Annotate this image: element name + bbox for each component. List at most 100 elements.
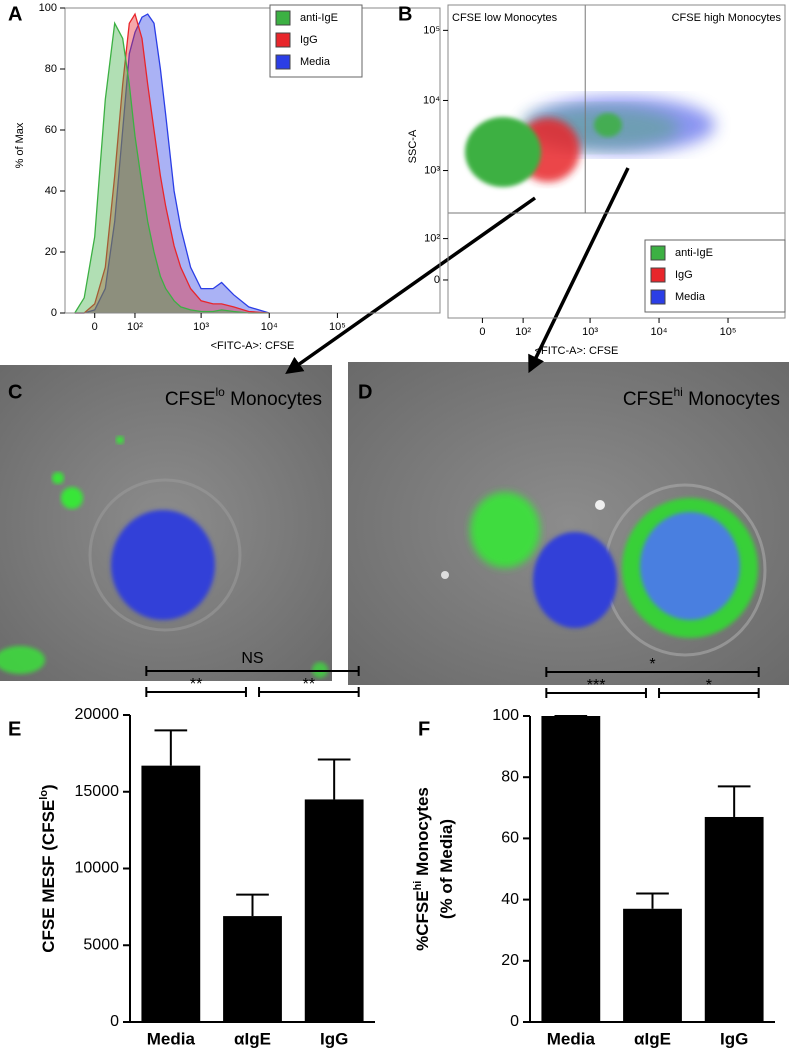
legend-swatch xyxy=(275,54,291,70)
green-particle xyxy=(61,487,83,509)
y-axis-label: % of Max xyxy=(14,122,26,168)
y-axis-label: (% of Media) xyxy=(437,819,456,919)
y-tick-label: 10⁴ xyxy=(423,94,440,106)
x-axis-label: <FITC-A>: CFSE xyxy=(535,345,619,357)
area-fill xyxy=(74,23,270,314)
title-superscript: lo xyxy=(216,385,226,399)
x-tick-label: αIgE xyxy=(634,1029,671,1048)
legend-label: Media xyxy=(300,56,331,68)
legend-label: anti-IgE xyxy=(675,247,713,259)
y-tick-label: 0 xyxy=(51,307,57,319)
x-tick-label: IgG xyxy=(720,1029,748,1048)
plot-frame xyxy=(447,4,786,319)
green-aggregate xyxy=(470,492,540,568)
arrow xyxy=(528,167,630,374)
panel-label: D xyxy=(358,381,372,403)
y-tick-label: 20 xyxy=(45,246,57,258)
significance-label: * xyxy=(649,656,655,673)
x-tick-label: 10³ xyxy=(193,321,209,333)
area-fill xyxy=(74,14,270,313)
image-title: CFSElo Monocytes xyxy=(165,385,322,410)
title-part: Monocytes xyxy=(225,389,322,410)
title-superscript: hi xyxy=(674,385,683,399)
x-tick-label: IgG xyxy=(320,1029,348,1048)
y-tick-label: 100 xyxy=(492,707,519,724)
panel-label: B xyxy=(398,3,412,25)
green-particle xyxy=(52,472,64,484)
nucleus xyxy=(111,510,215,620)
anti-ige-cloud xyxy=(465,117,541,187)
x-tick-label: 10⁴ xyxy=(651,326,668,338)
y-tick-label: 0 xyxy=(434,274,440,286)
bar xyxy=(541,716,601,1022)
label-part: ) xyxy=(39,784,58,790)
legend-swatch xyxy=(650,245,666,261)
title-part: Monocytes xyxy=(683,389,780,410)
y-axis-label: CFSE MESF (CFSElo) xyxy=(38,784,59,952)
panel-label: F xyxy=(418,718,430,740)
x-tick-label: 10⁵ xyxy=(329,321,346,333)
series-line xyxy=(74,13,270,314)
label-superscript: lo xyxy=(38,790,50,800)
x-tick-label: 10³ xyxy=(582,326,598,338)
bar xyxy=(704,816,764,1022)
y-tick-label: 15000 xyxy=(75,783,120,800)
nucleus xyxy=(533,532,617,628)
legend-label: IgG xyxy=(675,269,693,281)
y-tick-label: 60 xyxy=(501,830,519,847)
micrograph-d xyxy=(348,362,789,685)
x-tick-label: 10² xyxy=(515,326,531,338)
legend-label: Media xyxy=(675,291,706,303)
series-group xyxy=(74,12,270,314)
bar xyxy=(623,908,682,1022)
y-tick-label: 80 xyxy=(45,63,57,75)
legend-swatch xyxy=(650,289,666,305)
y-tick-label: 80 xyxy=(501,768,519,785)
event-cloud xyxy=(465,97,715,187)
label-part: (% of Media) xyxy=(437,819,456,919)
legend-swatch xyxy=(275,10,291,26)
title-part: CFSE xyxy=(165,389,216,410)
image-title: CFSEhi Monocytes xyxy=(623,385,780,410)
y-tick-label: 10³ xyxy=(424,164,440,176)
significance-label: *** xyxy=(587,677,606,694)
y-tick-label: 0 xyxy=(510,1013,519,1030)
nucleus xyxy=(640,512,740,620)
panel-label: A xyxy=(8,3,22,25)
y-tick-label: 10² xyxy=(424,232,440,244)
legend-swatch xyxy=(650,267,666,283)
significance-label: ** xyxy=(303,676,315,693)
arrow xyxy=(285,196,537,375)
y-tick-label: 20000 xyxy=(75,706,120,723)
green-particle xyxy=(116,436,124,444)
y-tick-label: 0 xyxy=(110,1013,119,1030)
significance-label: ** xyxy=(190,676,202,693)
x-tick-label: Media xyxy=(547,1029,596,1048)
granule xyxy=(441,571,449,579)
x-tick-label: 0 xyxy=(479,326,485,338)
plot-frame xyxy=(64,7,441,314)
x-axis-label: <FITC-A>: CFSE xyxy=(211,340,295,352)
series-line xyxy=(74,21,270,314)
significance-label: NS xyxy=(241,650,263,667)
area-fill xyxy=(74,14,270,313)
bar xyxy=(223,916,282,1022)
x-tick-label: αIgE xyxy=(234,1029,271,1048)
x-tick-label: 10² xyxy=(127,321,143,333)
label-part: Monocytes xyxy=(413,787,432,881)
x-tick-label: Media xyxy=(147,1029,196,1048)
legend-swatch xyxy=(275,32,291,48)
significance-label: * xyxy=(706,677,712,694)
green-particle xyxy=(0,646,45,674)
y-tick-label: 5000 xyxy=(83,936,119,953)
y-tick-label: 20 xyxy=(501,952,519,969)
panel-label: E xyxy=(8,718,21,740)
series-line xyxy=(74,12,270,314)
panel-label: C xyxy=(8,381,22,403)
x-tick-label: 10⁴ xyxy=(261,321,278,333)
cell-outline xyxy=(88,478,242,632)
gate-label: CFSE low Monocytes xyxy=(452,12,558,24)
gate-label: CFSE high Monocytes xyxy=(672,12,782,24)
bar xyxy=(304,799,364,1022)
legend-box xyxy=(644,239,786,313)
